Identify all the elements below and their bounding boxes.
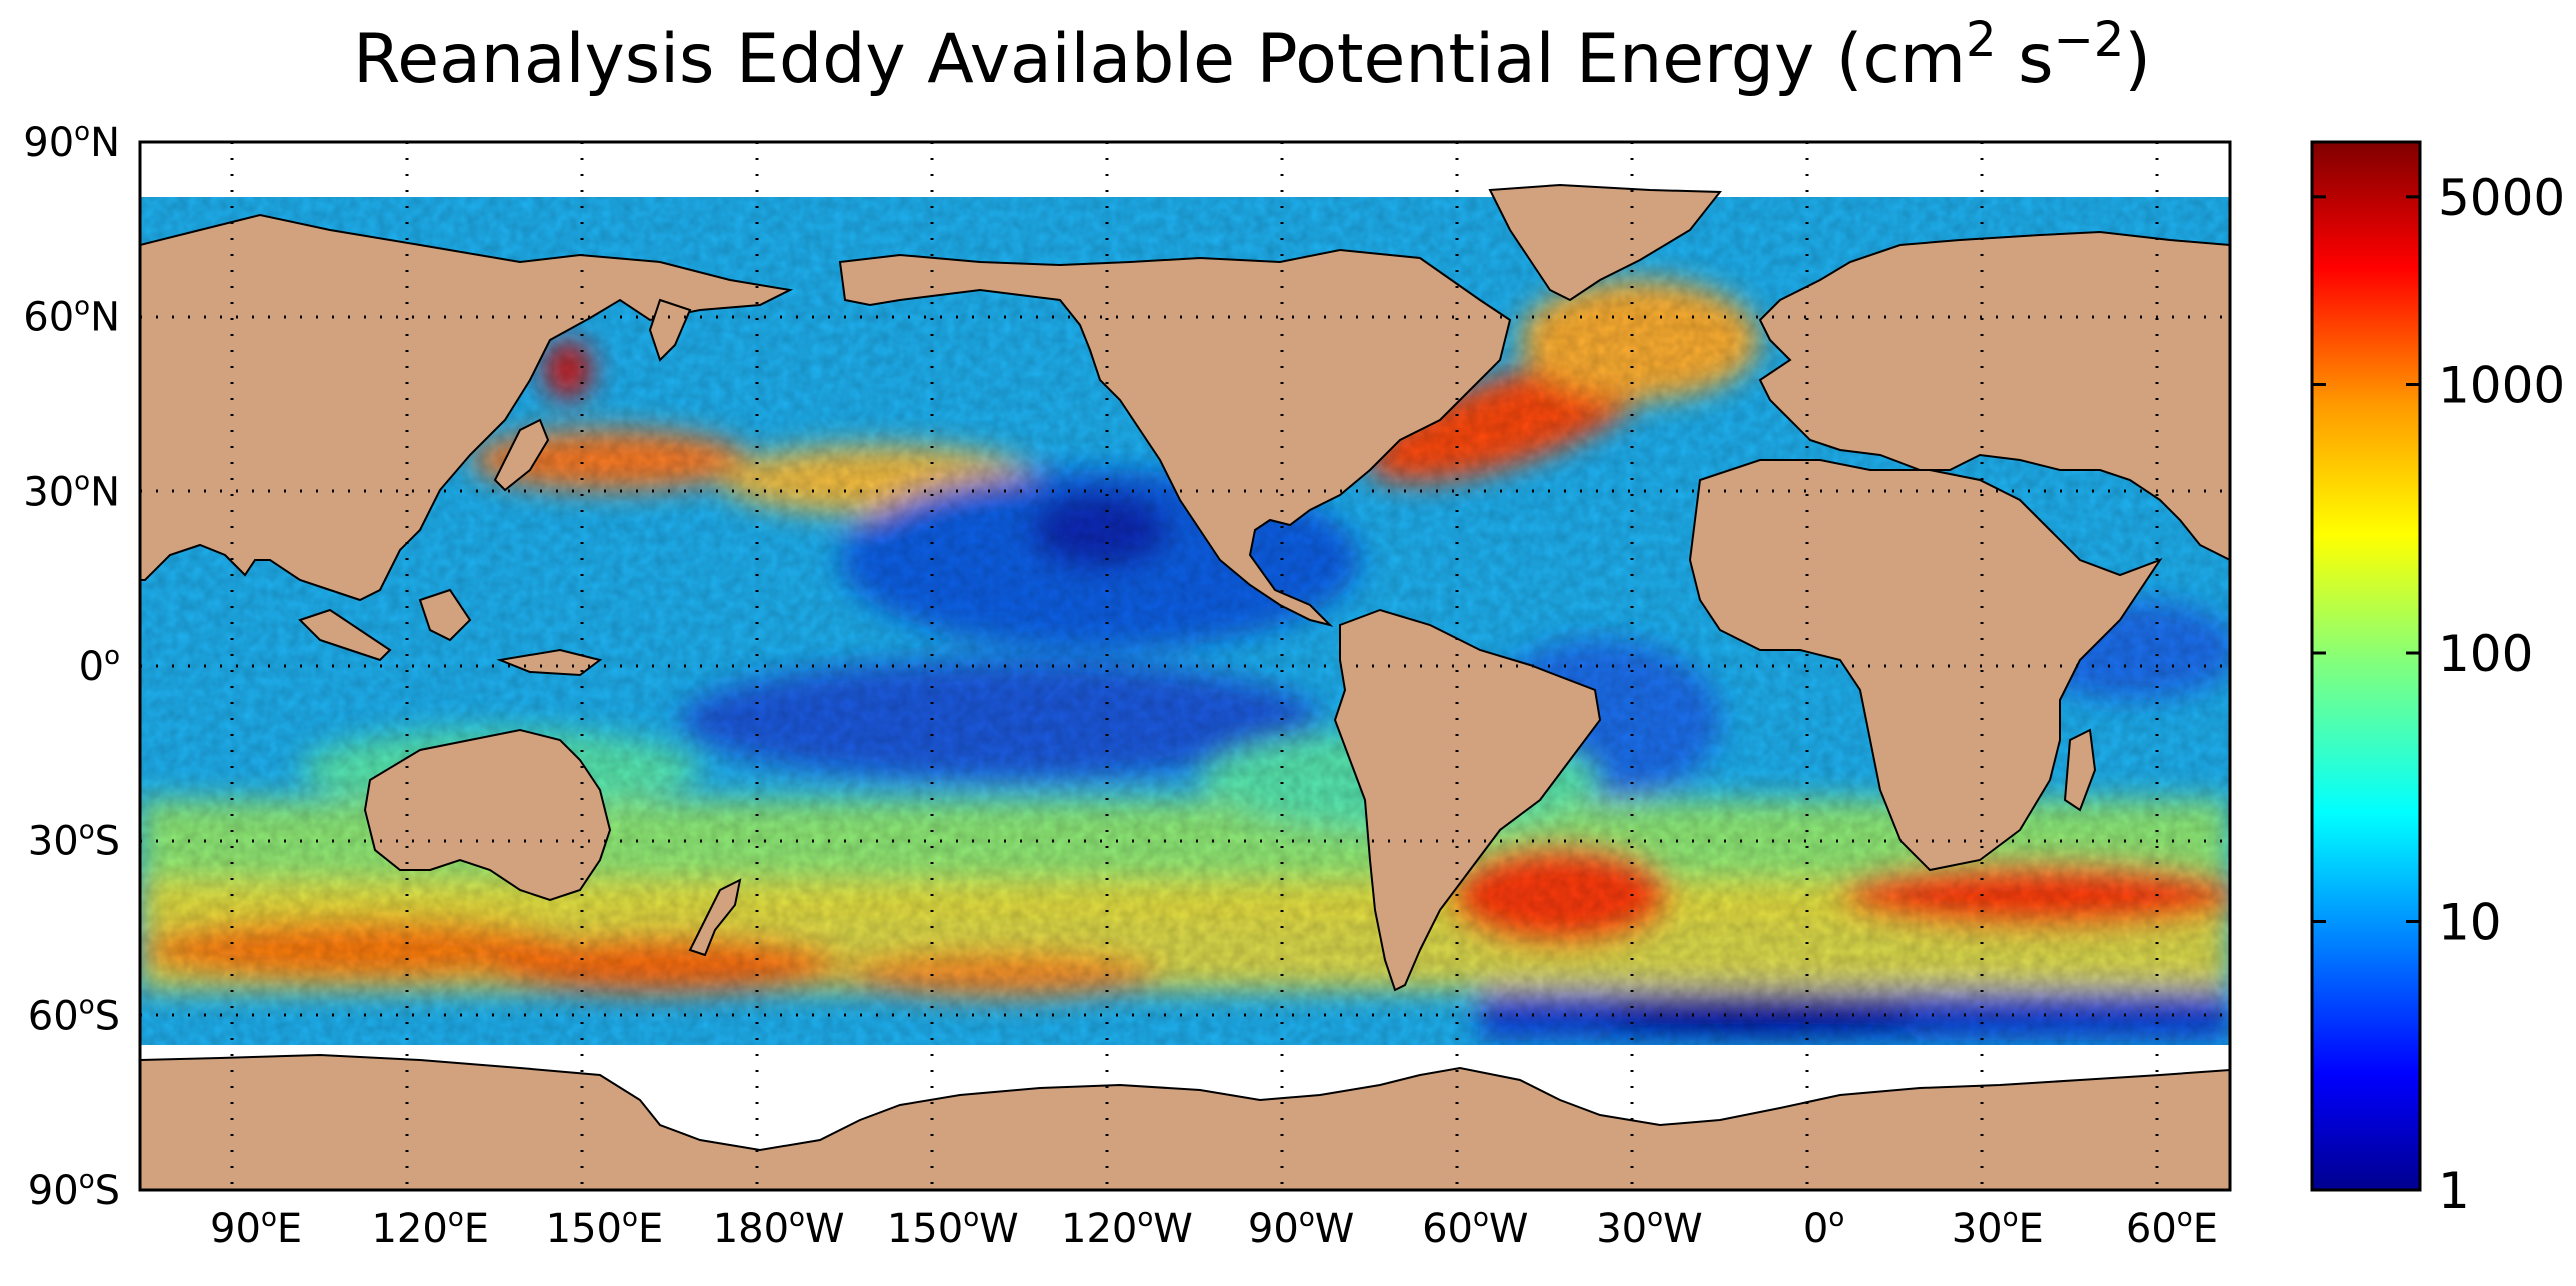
continents: [140, 183, 2230, 1190]
colorbar-tick-label: 100: [2438, 625, 2533, 683]
longitude-labels: 90oE 120oE 150oE 180oW 150oW 120oW 90oW 60oW 30o…: [210, 1203, 2218, 1252]
colorbar-tick-label: 1: [2438, 1162, 2470, 1220]
title-text: Reanalysis Eddy Available Potential Ener…: [353, 20, 1966, 99]
lat-tick-label: 30oS: [28, 816, 120, 865]
lat-tick-label: 60oS: [28, 990, 120, 1039]
arctic-ice: [140, 142, 2230, 197]
colorbar-gradient: [2310, 140, 2422, 1192]
map-frame: [138, 140, 2232, 1192]
title-close-paren: ): [2124, 20, 2151, 99]
lon-tick-label: 120oE: [371, 1203, 489, 1252]
lon-tick-label: 120oW: [1061, 1203, 1193, 1252]
europe-asia-west: [1758, 230, 2230, 562]
map-title: Reanalysis Eddy Available Potential Ener…: [353, 12, 2151, 99]
lat-tick-label: 60oN: [23, 292, 120, 341]
new-zealand: [688, 878, 742, 957]
lon-tick-label: 0o: [1803, 1203, 1844, 1252]
kamchatka: [648, 298, 692, 362]
south-america: [1333, 608, 1602, 992]
lat-tick-label: 0o: [79, 641, 120, 690]
latitude-labels: 90oN 60oN 30oN 0o 30oS 60oS 90oS: [23, 117, 120, 1214]
colorbar-tick-label: 10: [2438, 893, 2502, 951]
lon-tick-label: 30oW: [1596, 1203, 1702, 1252]
eurasia-east: [140, 213, 794, 602]
madagascar: [2063, 728, 2097, 812]
colorbar-tick-label: 1000: [2438, 356, 2565, 414]
map-panel: [140, 142, 2230, 1190]
colorbar-ticks: 1 10 100 1000 5000: [2312, 169, 2565, 1220]
lon-tick-label: 60oW: [1422, 1203, 1528, 1252]
colorbar-tick-label: 5000: [2438, 169, 2565, 227]
colorbar: 1 10 100 1000 5000: [2310, 140, 2565, 1220]
japan: [493, 418, 550, 492]
greenland: [1488, 183, 1723, 302]
lon-tick-label: 60oE: [2126, 1203, 2218, 1252]
australia: [363, 728, 612, 902]
lon-tick-label: 150oE: [546, 1203, 664, 1252]
title-units-s: s: [1997, 20, 2054, 99]
lat-tick-label: 90oN: [23, 117, 120, 166]
lat-tick-label: 30oN: [23, 466, 120, 515]
lon-tick-label: 90oW: [1248, 1203, 1354, 1252]
north-america: [838, 248, 1512, 627]
title-superscript-1: 2: [1966, 12, 1997, 68]
lon-tick-label: 180oW: [713, 1203, 845, 1252]
title-superscript-2: −2: [2054, 12, 2125, 68]
lat-tick-label: 90oS: [28, 1165, 120, 1214]
antarctica: [140, 1053, 2230, 1190]
lon-tick-label: 30oE: [1952, 1203, 2044, 1252]
lon-tick-label: 150oW: [887, 1203, 1019, 1252]
africa: [1688, 459, 2163, 872]
lon-tick-label: 90oE: [210, 1203, 302, 1252]
